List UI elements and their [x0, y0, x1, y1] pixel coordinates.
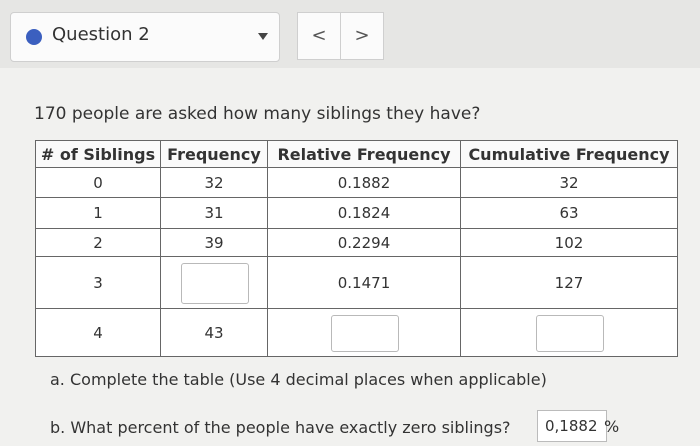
answer-unit: % — [604, 417, 620, 436]
column-header: Frequency — [160, 140, 268, 168]
column-header: # of Siblings — [35, 140, 161, 168]
table-cell — [160, 256, 268, 309]
table-cell: 0.1471 — [267, 256, 461, 309]
dropdown-caret — [258, 33, 268, 40]
table-cell: 0.2294 — [267, 228, 461, 257]
table-cell: 32 — [160, 167, 268, 198]
column-header: Relative Frequency — [267, 140, 461, 168]
table-cell: 2 — [35, 228, 161, 257]
question-dropdown[interactable] — [10, 12, 280, 62]
cell-input[interactable] — [181, 263, 249, 304]
part-b: b. What percent of the people have exact… — [50, 418, 511, 437]
prev-button[interactable]: < — [297, 12, 341, 60]
question-text: 170 people are asked how many siblings t… — [34, 104, 481, 124]
cell-input[interactable] — [536, 315, 604, 352]
table-cell: 0 — [35, 167, 161, 198]
table-cell: 39 — [160, 228, 268, 257]
table-cell: 0.1882 — [267, 167, 461, 198]
table-cell: 4 — [35, 308, 161, 357]
part-a: a. Complete the table (Use 4 decimal pla… — [50, 370, 547, 389]
status-dot — [26, 29, 42, 45]
table-cell: 32 — [460, 167, 678, 198]
table-cell — [460, 308, 678, 357]
table: # of Siblings Frequency Relative Frequency… — [35, 140, 678, 357]
table-cell: 102 — [460, 228, 678, 257]
table-cell: 31 — [160, 197, 268, 229]
answer-input[interactable]: 0,1882 — [537, 410, 607, 442]
table-cell: 43 — [160, 308, 268, 357]
column-header: Cumulative Frequency — [460, 140, 678, 168]
table-cell: 1 — [35, 197, 161, 229]
table-cell: 127 — [460, 256, 678, 309]
table-cell: 63 — [460, 197, 678, 229]
next-button[interactable]: > — [340, 12, 384, 60]
table-cell — [267, 308, 461, 357]
table-cell: 3 — [35, 256, 161, 309]
question-label: Question 2 — [52, 24, 150, 45]
table-cell: 0.1824 — [267, 197, 461, 229]
cell-input[interactable] — [331, 315, 399, 352]
